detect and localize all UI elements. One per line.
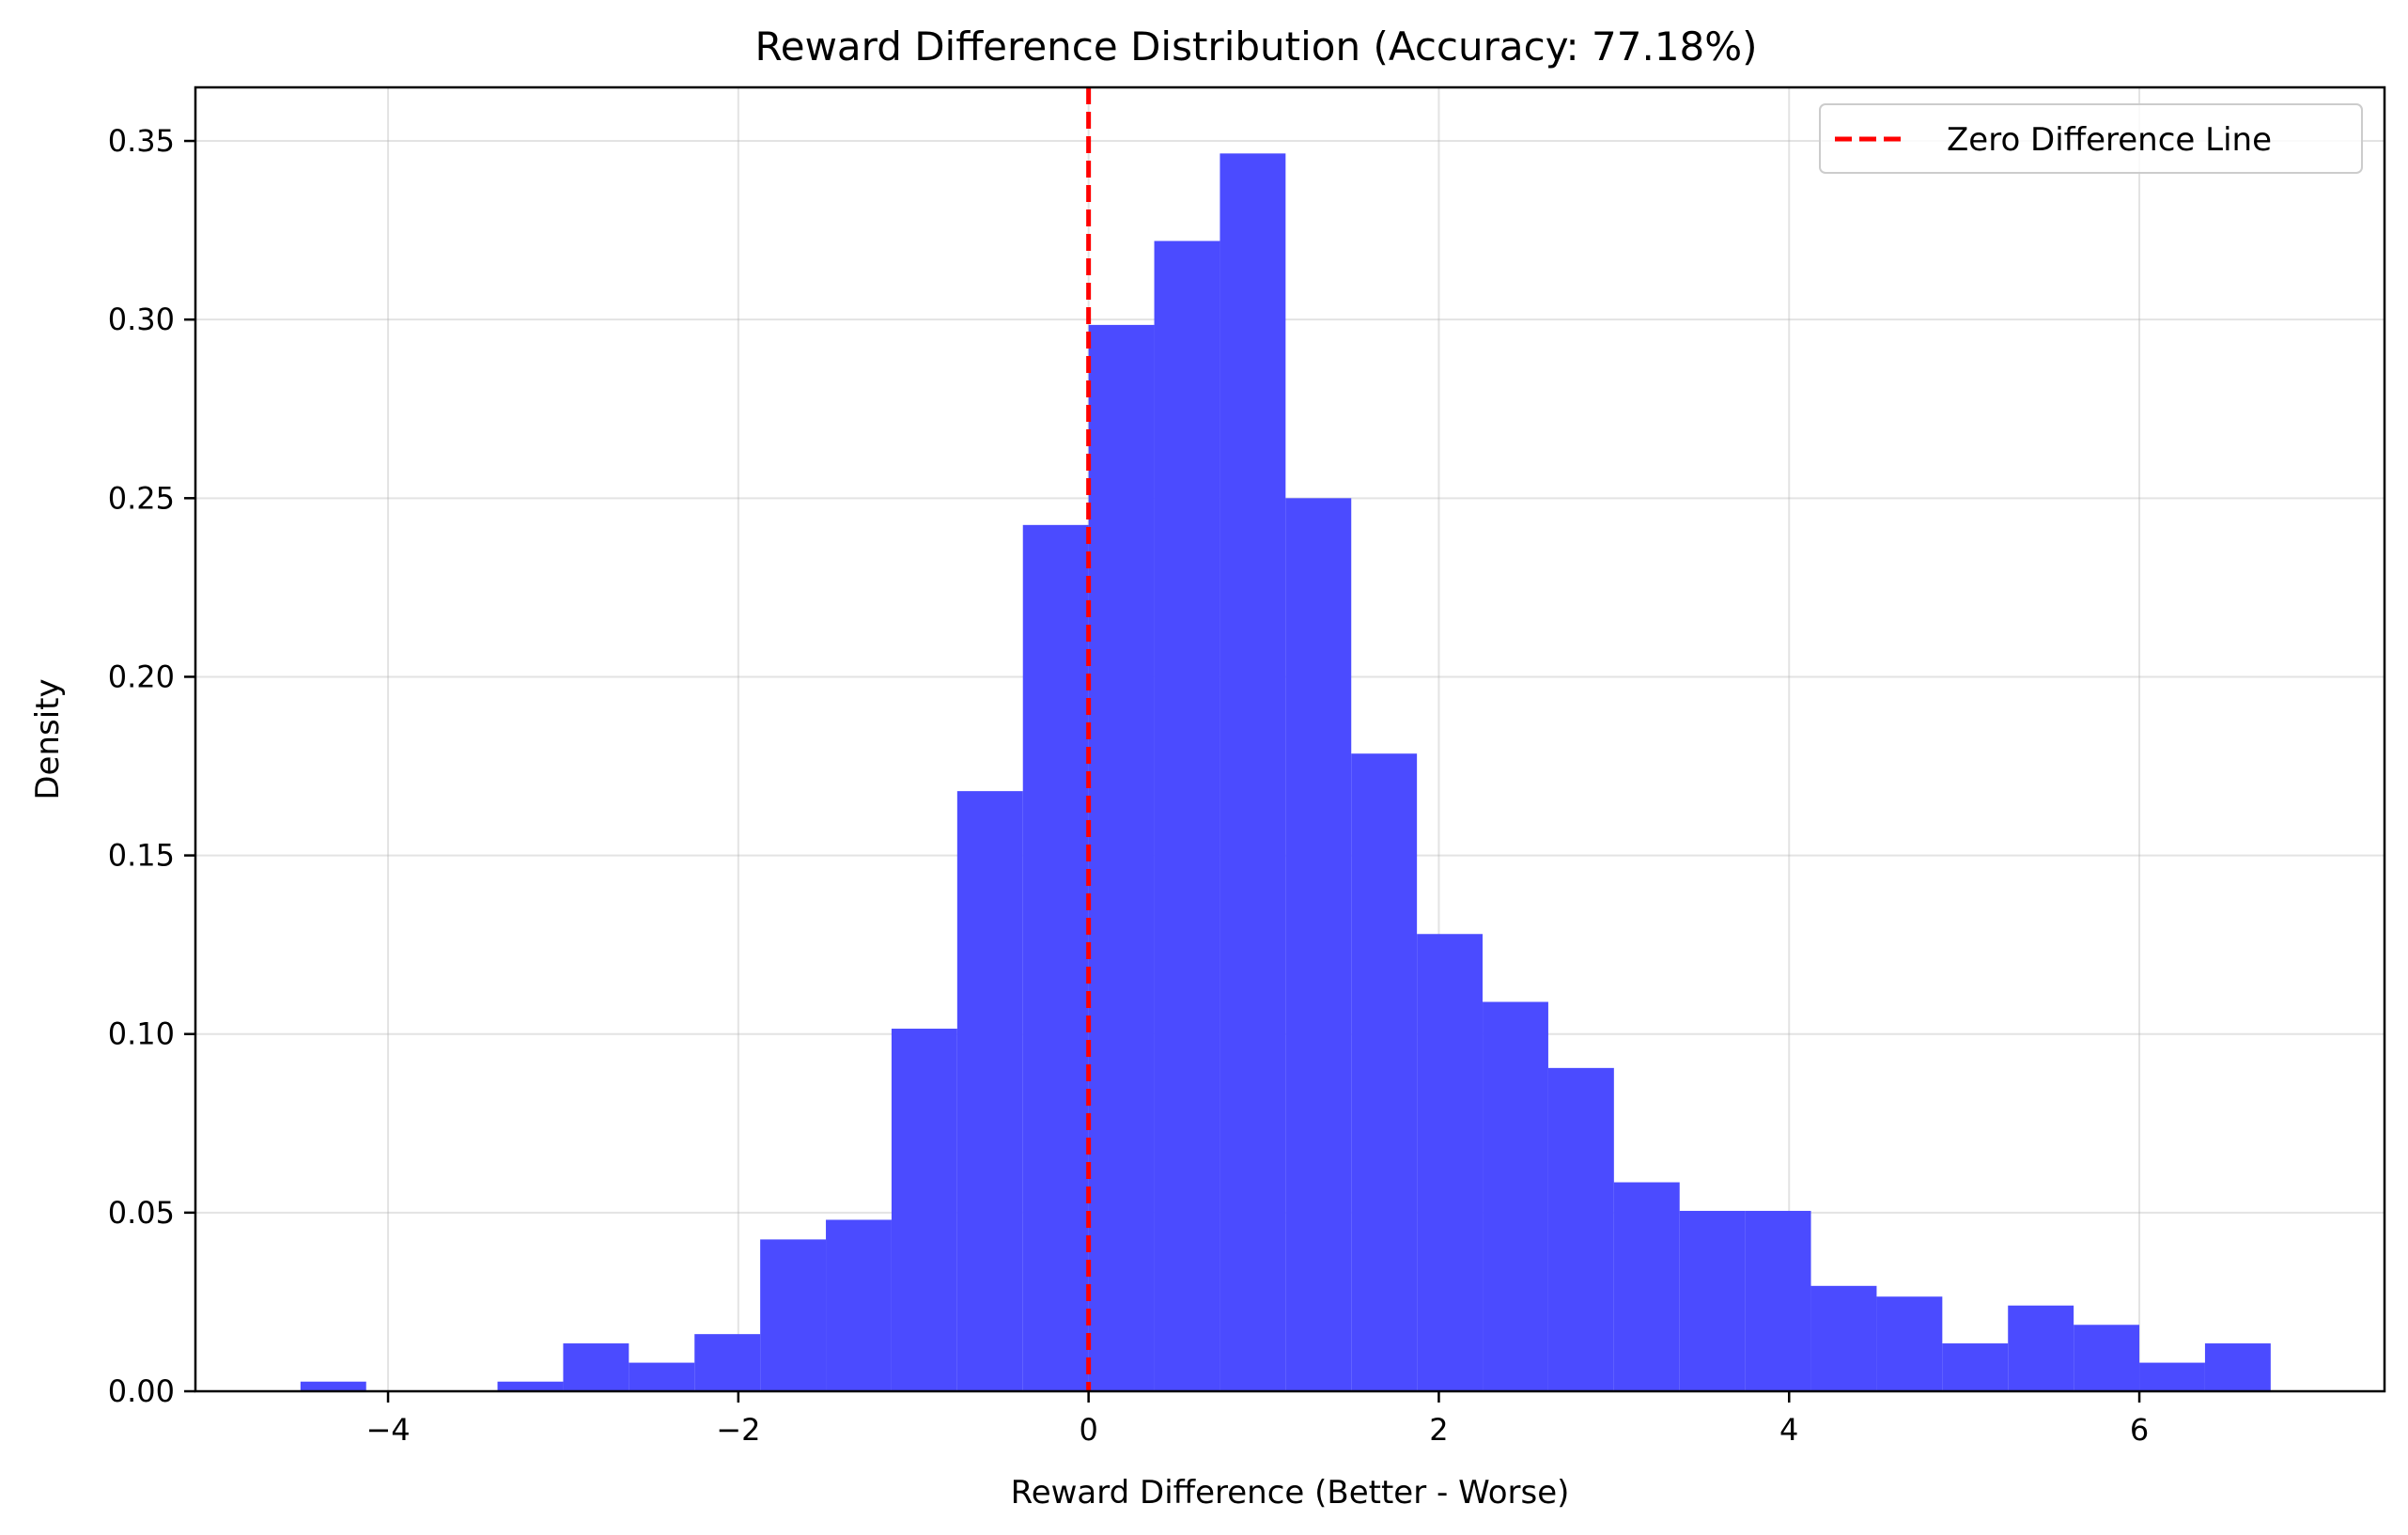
histogram-bar [1022,524,1089,1391]
histogram-bar [1745,1210,1811,1391]
histogram-bar [1547,1067,1614,1391]
y-tick-label: 0.35 [108,123,175,159]
histogram-bar [1417,934,1484,1391]
x-tick-label: 0 [1079,1412,1097,1448]
x-tick-label: −2 [716,1412,760,1448]
legend-box [1819,103,2363,174]
histogram-bar [1285,498,1352,1391]
legend: Zero Difference Line [1819,103,2363,174]
y-tick-label: 0.20 [108,659,175,694]
histogram-bar [2204,1343,2271,1391]
histogram-bar [694,1334,761,1391]
y-tick-label: 0.10 [108,1016,175,1052]
plot-frame [194,85,2386,1393]
histogram-bar [1088,324,1155,1391]
histogram-bar [1613,1182,1680,1391]
x-tick-label: 2 [1429,1412,1448,1448]
histogram-bar [1351,753,1418,1391]
y-tick-label: 0.25 [108,480,175,516]
x-tick-label: 4 [1779,1412,1798,1448]
legend-label: Zero Difference Line [1947,121,2272,159]
histogram-bar [1220,153,1286,1391]
chart-title: Reward Difference Distribution (Accuracy… [754,23,1757,70]
x-axis-label: Reward Difference (Better - Worse) [1011,1474,1570,1512]
x-tick-label: 6 [2130,1412,2149,1448]
histogram-bar [563,1343,629,1391]
histogram-bar [1679,1210,1746,1391]
histogram-bar [1810,1285,1877,1391]
x-axis-ticks: −4 −2 0 2 4 6 [365,1391,2149,1448]
y-tick-label: 0.15 [108,838,175,874]
y-axis-label: Density [29,678,67,799]
histogram-bar [891,1029,957,1391]
histogram-bar [2008,1305,2074,1391]
histogram-bar [629,1362,695,1391]
histogram-bar [497,1381,564,1391]
histogram-bar [1876,1296,1943,1391]
histogram-bar [760,1239,827,1391]
y-tick-label: 0.30 [108,302,175,337]
histogram-bar [1154,240,1220,1391]
histogram-bar [826,1219,892,1391]
histogram-bar [1483,1001,1548,1391]
y-tick-label: 0.00 [108,1373,175,1409]
histogram-bar [2139,1362,2205,1391]
histogram-bar [1942,1343,2009,1391]
histogram-bar [956,791,1023,1391]
y-axis-ticks: 0.00 0.05 0.10 0.15 0.20 0.25 0.30 0.35 [108,123,195,1409]
histogram-bar [2074,1325,2140,1391]
histogram-bar [300,1381,366,1391]
x-tick-label: −4 [365,1412,410,1448]
y-tick-label: 0.05 [108,1195,175,1231]
histogram-bars [300,153,2271,1391]
